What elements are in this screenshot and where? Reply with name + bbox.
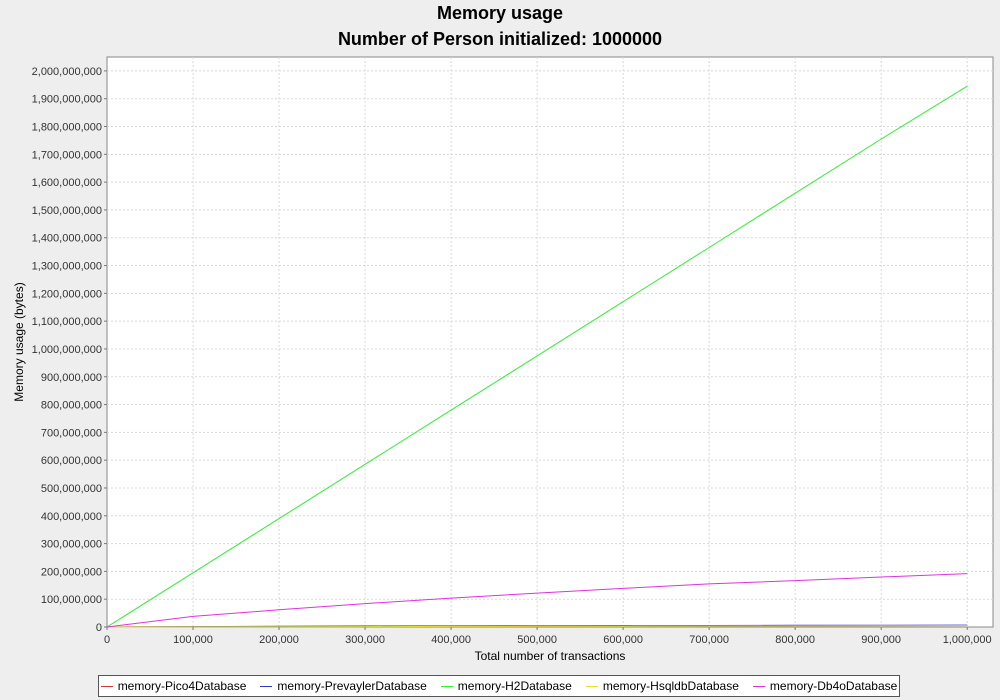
x-tick-label: 400,000	[431, 634, 471, 646]
chart-title: Memory usage	[436, 3, 564, 23]
legend-item: memory-PrevaylerDatabase	[260, 679, 427, 693]
x-tick-label: 0	[104, 634, 110, 646]
grid	[107, 57, 993, 627]
x-tick-label: 500,000	[517, 634, 557, 646]
x-tick-label: 900,000	[861, 634, 901, 646]
x-tick-label: 300,000	[345, 634, 385, 646]
legend-swatch	[585, 685, 598, 687]
y-tick-label: 600,000,000	[41, 455, 102, 467]
legend-swatch	[752, 685, 765, 687]
y-tick-label: 1,600,000,000	[32, 177, 102, 189]
legend-swatch	[100, 685, 113, 687]
series-line-memory-h2database	[106, 85, 968, 628]
series-line-memory-hsqldbdatabase	[106, 625, 968, 628]
legend-label: memory-Db4oDatabase	[769, 679, 898, 693]
y-tick-label: 1,200,000,000	[32, 288, 102, 300]
x-tick-label: 1,000,000	[943, 634, 992, 646]
x-tick-label: 800,000	[775, 634, 815, 646]
plot-background	[106, 56, 994, 628]
y-tick-label: 1,700,000,000	[32, 149, 102, 161]
y-tick-label: 1,900,000,000	[32, 94, 102, 106]
legend-label: memory-Pico4Database	[117, 679, 247, 693]
y-tick-label: 400,000,000	[41, 511, 102, 523]
series-lines	[106, 85, 968, 628]
y-tick-label: 1,800,000,000	[32, 122, 102, 134]
y-tick-label: 1,400,000,000	[32, 233, 102, 245]
y-axis-label: Memory usage (bytes)	[12, 282, 26, 401]
legend-item: memory-H2Database	[440, 679, 572, 693]
y-axis-ticks: 0 100,000,000 200,000,000 300,000,000 400,00…	[32, 66, 107, 634]
y-tick-label: 2,000,000,000	[32, 66, 102, 78]
legend-label: memory-H2Database	[457, 679, 572, 693]
legend-item: memory-Db4oDatabase	[752, 679, 898, 693]
x-axis-ticks: 0 100,000 200,000 300,000 400,000 500,000 600,…	[104, 627, 992, 646]
y-tick-label: 500,000,000	[41, 483, 102, 495]
legend: memory-Pico4Database memory-PrevaylerData…	[98, 675, 900, 697]
legend-swatch	[440, 685, 453, 687]
series-line-memory-db4odatabase	[106, 573, 968, 628]
y-tick-label: 1,100,000,000	[32, 316, 102, 328]
y-tick-label: 1,500,000,000	[32, 205, 102, 217]
legend-swatch	[260, 685, 273, 687]
x-tick-label: 200,000	[259, 634, 299, 646]
y-tick-label: 300,000,000	[41, 539, 102, 551]
legend-label: memory-HsqldbDatabase	[602, 679, 739, 693]
y-tick-label: 1,000,000,000	[32, 344, 102, 356]
x-axis-label: Total number of transactions	[475, 649, 626, 663]
y-tick-label: 900,000,000	[41, 372, 102, 384]
y-tick-label: 700,000,000	[41, 427, 102, 439]
y-tick-label: 0	[96, 622, 102, 634]
x-tick-label: 600,000	[603, 634, 643, 646]
y-tick-label: 1,300,000,000	[32, 261, 102, 273]
legend-item: memory-HsqldbDatabase	[585, 679, 739, 693]
x-tick-label: 700,000	[689, 634, 729, 646]
legend-item: memory-Pico4Database	[100, 679, 247, 693]
chart-subtitle: Number of Person initialized: 1000000	[337, 29, 663, 49]
y-tick-label: 100,000,000	[41, 594, 102, 606]
x-tick-label: 100,000	[173, 634, 213, 646]
legend-label: memory-PrevaylerDatabase	[277, 679, 427, 693]
y-tick-label: 800,000,000	[41, 400, 102, 412]
y-tick-label: 200,000,000	[41, 566, 102, 578]
